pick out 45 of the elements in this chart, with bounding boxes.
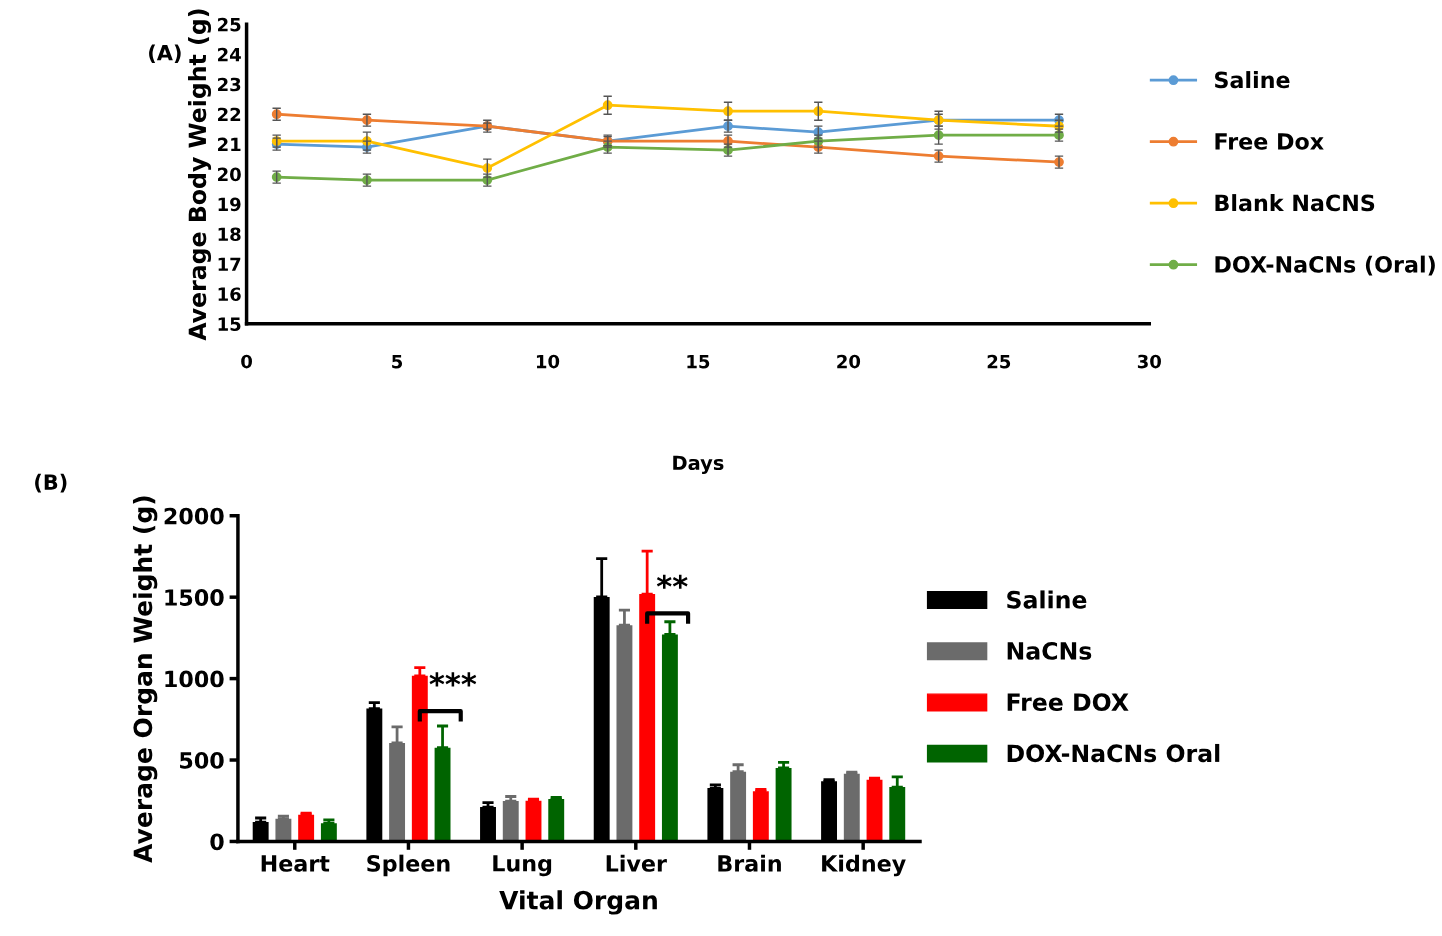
x-tick-label: Heart xyxy=(261,855,330,872)
legend-label: Blank NaCNS xyxy=(1215,194,1375,212)
y-tick-label: 15 xyxy=(218,317,241,331)
x-tick-label: Liver xyxy=(606,854,667,872)
y-axis-title: Average Organ Weight (g) xyxy=(132,496,158,863)
text: (B) xyxy=(35,473,67,493)
x-tick-label: 10 xyxy=(536,354,560,369)
y-tick-label: 17 xyxy=(218,257,241,271)
y-axis-title: Average Body Weight (g) xyxy=(188,9,212,341)
x-tick-label: 30 xyxy=(1137,354,1161,369)
y-tick-label: 0 xyxy=(210,833,224,851)
y-tick-label: 1000 xyxy=(165,670,224,688)
x-axis-title: Vital Organ xyxy=(499,890,657,915)
y-tick-label: 16 xyxy=(218,287,241,302)
x-axis-title: Days xyxy=(673,455,724,475)
y-tick-label: 2000 xyxy=(164,507,224,525)
x-tick-label: 5 xyxy=(392,354,403,369)
legend-label: NaCNs xyxy=(1007,642,1092,660)
x-tick-label: Kidney xyxy=(822,854,906,877)
x-tick-label: 25 xyxy=(987,354,1011,369)
y-tick-label: 1500 xyxy=(165,589,224,606)
legend-label: DOX-NaCNs (Oral) xyxy=(1215,255,1435,276)
x-tick-label: 0 xyxy=(241,354,252,369)
x-tick-label: 20 xyxy=(837,354,861,369)
legend-label: Saline xyxy=(1007,590,1087,609)
y-tick-label: 500 xyxy=(180,751,224,769)
annotation: ** xyxy=(656,574,688,589)
y-tick-label: 18 xyxy=(218,227,241,242)
y-tick-label: 24 xyxy=(218,47,241,62)
x-tick-label: Brain xyxy=(718,854,781,872)
y-tick-label: 19 xyxy=(218,197,241,212)
y-tick-label: 23 xyxy=(218,77,241,92)
x-tick-label: 15 xyxy=(687,354,710,369)
y-tick-label: 21 xyxy=(218,137,241,151)
legend-label: Saline xyxy=(1215,71,1290,89)
y-tick-label: 22 xyxy=(218,107,241,122)
annotation: *** xyxy=(429,672,477,687)
legend-label: Free Dox xyxy=(1215,133,1324,150)
legend-label: Free DOX xyxy=(1007,693,1129,712)
legend-label: DOX-NaCNs Oral xyxy=(1007,743,1220,763)
x-tick-label: Spleen xyxy=(367,854,450,877)
y-tick-label: 20 xyxy=(218,167,241,182)
y-tick-label: 25 xyxy=(218,17,241,32)
text: (A) xyxy=(149,44,181,64)
x-tick-label: Lung xyxy=(493,855,552,877)
